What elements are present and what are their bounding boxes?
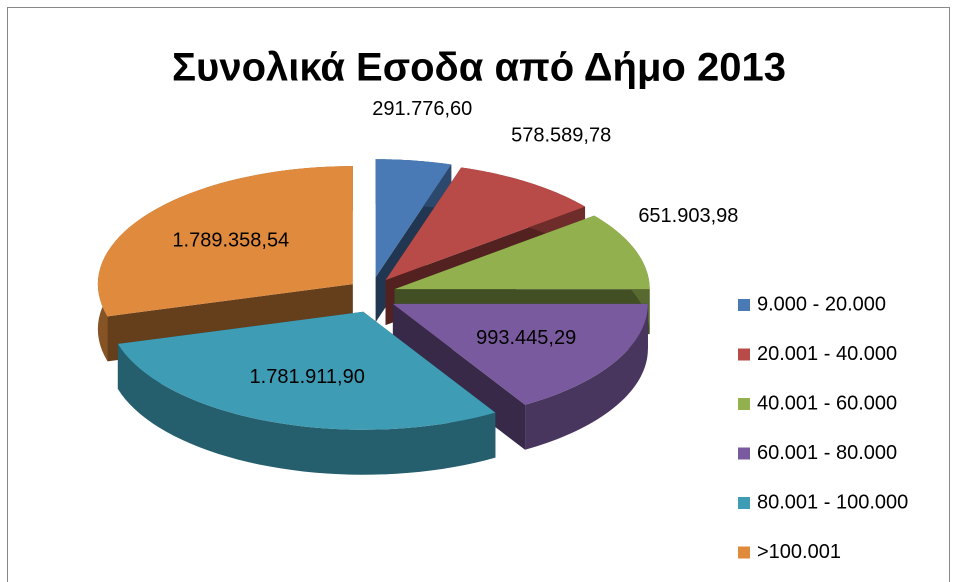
data-label: 291.776,60 (372, 98, 472, 120)
data-label: 1.781.911,90 (250, 366, 365, 388)
legend-label: 20.001 - 40.000 (757, 343, 897, 365)
data-label: 993.445,29 (476, 327, 576, 349)
legend-label: >100.001 (757, 541, 841, 563)
legend-label: 40.001 - 60.000 (757, 392, 897, 414)
legend-swatch (738, 398, 750, 410)
legend-swatch (738, 447, 750, 460)
legend-swatch (738, 299, 750, 311)
slice-top (117, 311, 496, 430)
legend-label: 60.001 - 80.000 (757, 442, 897, 464)
slice-wall (525, 303, 648, 450)
slice-top (375, 159, 452, 278)
legend-swatch (738, 546, 750, 559)
legend-swatch (738, 497, 750, 509)
slice-top (97, 166, 353, 317)
legend-swatch (738, 348, 750, 361)
slice-top (392, 303, 648, 405)
legend-label: 9.000 - 20.000 (757, 293, 886, 315)
slice-top (385, 167, 586, 281)
data-label: 578.589,78 (511, 125, 611, 147)
slice (117, 311, 496, 475)
slice-wall (117, 343, 496, 475)
slice-top (394, 215, 650, 290)
chart-title: Συνολικά Εσοδα από Δήμο 2013 (172, 46, 786, 90)
legend-label: 80.001 - 100.000 (757, 491, 908, 513)
data-label: 651.903,98 (638, 205, 738, 227)
data-label: 1.789.358,54 (172, 230, 289, 252)
